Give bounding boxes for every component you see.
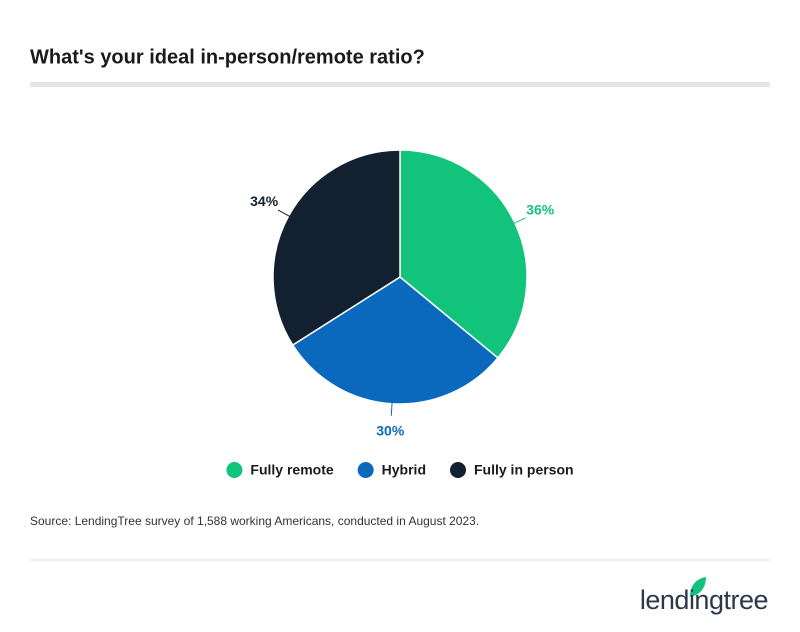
leader-line <box>390 401 393 416</box>
data-label: 30% <box>376 422 405 438</box>
legend-label: Fully in person <box>474 462 574 478</box>
legend-label: Hybrid <box>382 462 426 478</box>
leader-line <box>512 217 526 225</box>
brand-leaf <box>690 577 706 597</box>
data-label: 36% <box>526 202 555 218</box>
brand-logo: lendingtree <box>640 585 768 615</box>
legend-swatch <box>226 462 243 478</box>
leader-line <box>277 209 291 218</box>
source-note: Source: LendingTree survey of 1,588 work… <box>30 514 479 528</box>
title-rule <box>30 82 770 87</box>
legend-label: Fully remote <box>250 462 333 478</box>
legend-swatch <box>357 462 374 478</box>
legend-swatch <box>450 462 467 478</box>
data-label: 34% <box>250 193 279 209</box>
chart-title: What's your ideal in-person/remote ratio… <box>30 46 425 68</box>
